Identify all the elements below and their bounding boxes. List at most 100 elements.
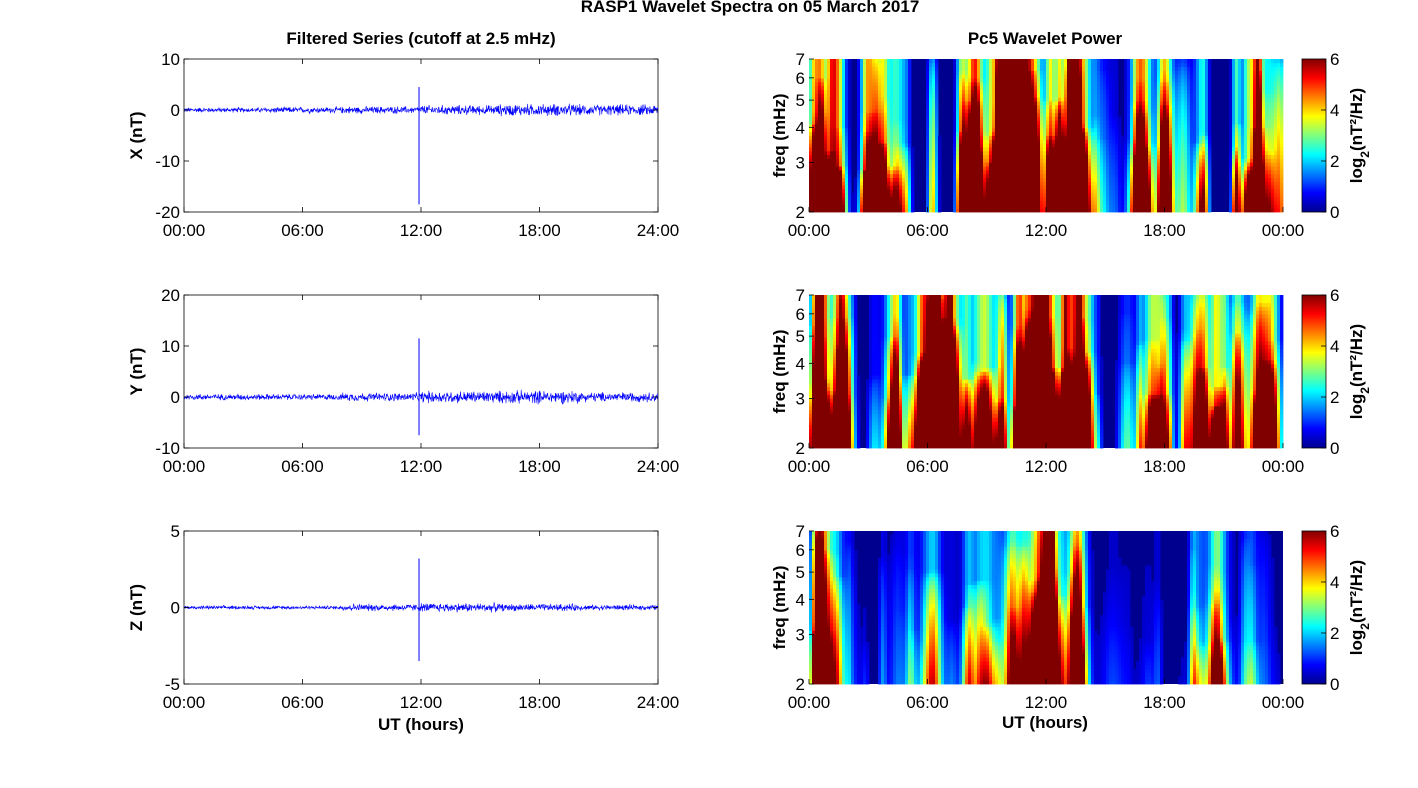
heatmap-cell — [971, 112, 975, 117]
heatmap-cell — [1169, 131, 1173, 136]
heatmap-cell — [866, 192, 870, 198]
heatmap-cell — [857, 131, 861, 136]
heatmap-cell — [968, 85, 972, 90]
heatmap-cell — [872, 74, 876, 79]
heatmap-cell — [977, 154, 981, 159]
heatmap-cell — [1025, 181, 1029, 186]
heatmap-cell — [971, 135, 975, 140]
heatmap-cell — [1025, 154, 1029, 159]
heatmap-cell — [1157, 93, 1161, 98]
heatmap-cell — [1022, 139, 1026, 144]
heatmap-cell — [857, 154, 861, 159]
heatmap-cell — [1022, 131, 1026, 136]
heatmap-cell — [848, 154, 852, 159]
heatmap-cell — [1025, 104, 1029, 110]
heatmap-cell — [959, 173, 963, 178]
heatmap-cell — [977, 177, 981, 182]
heatmap-cell — [905, 162, 909, 167]
heatmap-cell — [1193, 120, 1197, 125]
heatmap-cell — [1043, 200, 1047, 205]
heatmap-cell — [1175, 146, 1179, 152]
heatmap-cell — [1091, 177, 1095, 182]
heatmap-cell — [977, 93, 981, 98]
heatmap-cell — [1001, 116, 1005, 121]
heatmap-cell — [995, 146, 999, 152]
heatmap-cell — [1133, 127, 1137, 133]
heatmap-cell — [905, 173, 909, 178]
heatmap-cell — [839, 81, 843, 87]
heatmap-cell — [1055, 146, 1059, 152]
heatmap-cell — [1148, 185, 1152, 190]
heatmap-cell — [989, 104, 993, 110]
heatmap-cell — [1151, 104, 1155, 110]
heatmap-cell — [965, 154, 969, 159]
heatmap-cell — [1079, 112, 1083, 117]
heatmap-cell — [992, 127, 996, 133]
heatmap-cell — [824, 208, 828, 213]
heatmap-cell — [809, 131, 813, 136]
heatmap-cell — [1166, 116, 1170, 121]
heatmap-cell — [1067, 185, 1071, 190]
heatmap-cell — [1088, 189, 1092, 194]
heatmap-cell — [1037, 120, 1041, 125]
heatmap-cell — [935, 181, 939, 186]
heatmap-cell — [1079, 62, 1083, 68]
heatmap-cell — [1196, 162, 1200, 167]
heatmap-cell — [890, 127, 894, 133]
heatmap-cell — [905, 78, 909, 83]
heatmap-cell — [953, 135, 957, 140]
heatmap-cell — [1208, 93, 1212, 98]
heatmap-cell — [1205, 74, 1209, 79]
heatmap-cell — [995, 81, 999, 87]
heatmap-cell — [905, 127, 909, 133]
heatmap-cell — [1175, 192, 1179, 198]
heatmap-cell — [878, 154, 882, 159]
heatmap-cell — [1097, 192, 1101, 198]
heatmap-cell — [1205, 200, 1209, 205]
heatmap-cell — [974, 192, 978, 198]
heatmap-cell — [818, 89, 822, 94]
heatmap-cell — [869, 146, 873, 152]
heatmap-cell — [824, 173, 828, 178]
heatmap-cell — [971, 124, 975, 129]
heatmap-cell — [1145, 116, 1149, 121]
heatmap-cell — [1076, 108, 1080, 113]
heatmap-cell — [848, 143, 852, 148]
heatmap-cell — [836, 124, 840, 129]
heatmap-cell — [932, 189, 936, 194]
heatmap-cell — [1070, 200, 1074, 205]
heatmap-cell — [1088, 108, 1092, 113]
heatmap-cell — [821, 192, 825, 198]
heatmap-cell — [857, 66, 861, 71]
heatmap-cell — [863, 208, 867, 213]
heatmap-cell — [1046, 162, 1050, 167]
heatmap-cell — [1169, 143, 1173, 148]
heatmap-cell — [956, 120, 960, 125]
heatmap-cell — [863, 62, 867, 68]
heatmap-cell — [995, 85, 999, 90]
heatmap-cell — [1160, 127, 1164, 133]
heatmap-cell — [1100, 124, 1104, 129]
heatmap-cell — [1166, 66, 1170, 71]
heatmap-cell — [974, 200, 978, 205]
heatmap-cell — [953, 62, 957, 68]
heatmap-cell — [1082, 146, 1086, 152]
heatmap-cell — [827, 185, 831, 190]
heatmap-cell — [1169, 93, 1173, 98]
heatmap-cell — [1148, 101, 1152, 106]
heatmap-cell — [1100, 177, 1104, 182]
heatmap-cell — [821, 101, 825, 106]
heatmap-cell — [1112, 166, 1116, 171]
heatmap-cell — [977, 97, 981, 102]
heatmap-cell — [839, 124, 843, 129]
heatmap-cell — [1079, 124, 1083, 129]
heatmap-cell — [1091, 192, 1095, 198]
heatmap-cell — [1205, 185, 1209, 190]
heatmap-cell — [965, 192, 969, 198]
heatmap-cell — [983, 93, 987, 98]
heatmap-cell — [1064, 154, 1068, 159]
heatmap-cell — [1019, 208, 1023, 213]
heatmap-cell — [992, 181, 996, 186]
heatmap-cell — [1145, 78, 1149, 83]
heatmap-cell — [1085, 124, 1089, 129]
